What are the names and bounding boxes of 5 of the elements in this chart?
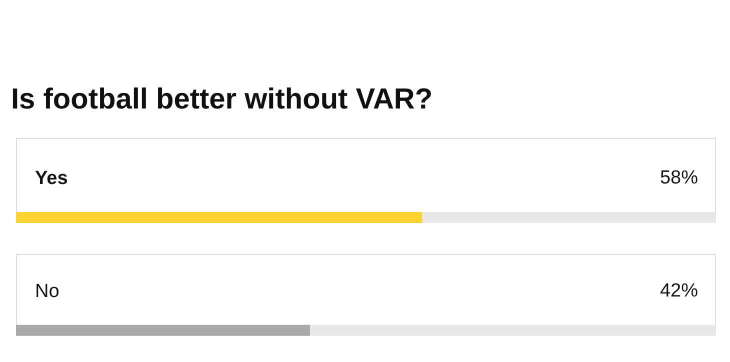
y-tick-label: Yes [35, 168, 68, 189]
chart-title: Is football better without VAR? [11, 84, 433, 116]
y-tick-label: No [35, 280, 60, 302]
data-label: 58% [660, 168, 698, 188]
data-label: 42% [660, 280, 698, 302]
